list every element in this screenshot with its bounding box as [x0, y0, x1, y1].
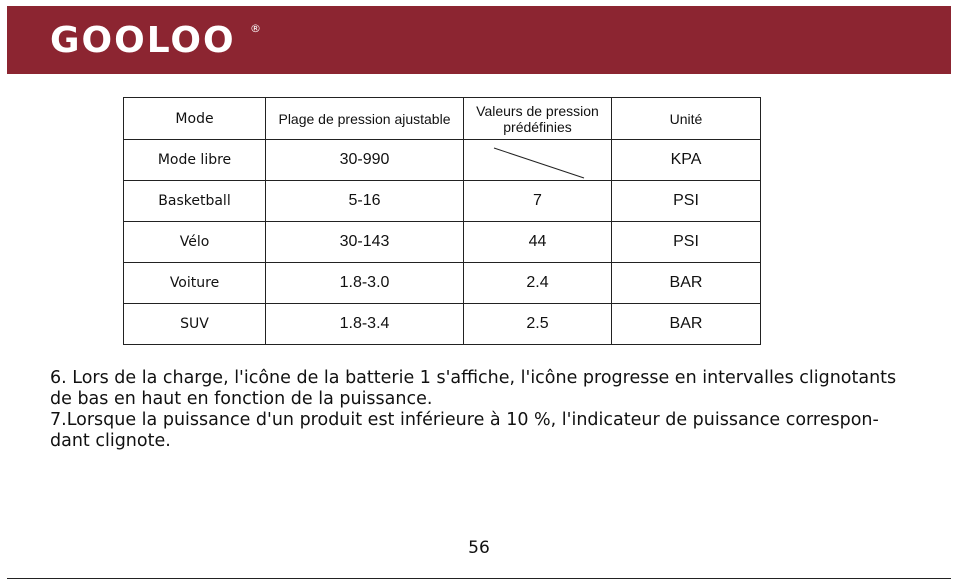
table-cell: Voiture — [123, 262, 266, 304]
table-row: Voiture 1.8-3.0 2.4 BAR — [123, 262, 761, 304]
column-header: Unité — [611, 97, 761, 140]
body-text: 6. Lors de la charge, l'icône de la batt… — [50, 368, 896, 452]
text-line: 7.Lorsque la puissance d'un produit est … — [50, 410, 879, 430]
table-cell: 1.8-3.0 — [265, 262, 464, 304]
table-cell: 2.5 — [463, 303, 612, 345]
table-row: SUV 1.8-3.4 2.5 BAR — [123, 303, 761, 345]
table-cell: BAR — [611, 303, 761, 345]
table-cell: PSI — [611, 221, 761, 263]
footer-rule — [7, 578, 951, 579]
table-cell: 30-990 — [265, 139, 464, 181]
page-number: 56 — [468, 538, 490, 558]
table-cell: Basketball — [123, 180, 266, 222]
table-cell: Vélo — [123, 221, 266, 263]
table-cell: KPA — [611, 139, 761, 181]
table-row: Mode libre 30-990 KPA — [123, 139, 761, 181]
table-cell: SUV — [123, 303, 266, 345]
column-header: Mode — [123, 97, 266, 140]
pressure-table: Mode Plage de pression ajustable Valeurs d… — [123, 97, 761, 345]
table-cell: 5-16 — [265, 180, 464, 222]
empty-cell — [463, 139, 612, 181]
text-line: dant clignote. — [50, 431, 171, 451]
table-cell: 7 — [463, 180, 612, 222]
text-line: de bas en haut en fonction de la puissan… — [50, 389, 433, 409]
table-cell: 30-143 — [265, 221, 464, 263]
paragraph: 7.Lorsque la puissance d'un produit est … — [50, 410, 896, 452]
table-cell: BAR — [611, 262, 761, 304]
column-header: Plage de pression ajustable — [265, 97, 464, 140]
header-bar: GOOLOO ® — [7, 6, 951, 74]
table-cell: 2.4 — [463, 262, 612, 304]
table-cell: 1.8-3.4 — [265, 303, 464, 345]
logo: GOOLOO — [50, 20, 236, 61]
header-row: Mode Plage de pression ajustable Valeurs d… — [123, 97, 761, 140]
diagonal — [493, 147, 585, 179]
table-cell: 44 — [463, 221, 612, 263]
table-cell: PSI — [611, 180, 761, 222]
paragraph: 6. Lors de la charge, l'icône de la batt… — [50, 368, 896, 410]
table-row: Basketball 5-16 7 PSI — [123, 180, 761, 222]
text-line: 6. Lors de la charge, l'icône de la batt… — [50, 368, 897, 388]
column-header: Valeurs de pression prédéfinies — [463, 97, 612, 140]
registered-mark: ® — [250, 22, 261, 35]
table-cell: Mode libre — [123, 139, 266, 181]
table-row: Vélo 30-143 44 PSI — [123, 221, 761, 263]
